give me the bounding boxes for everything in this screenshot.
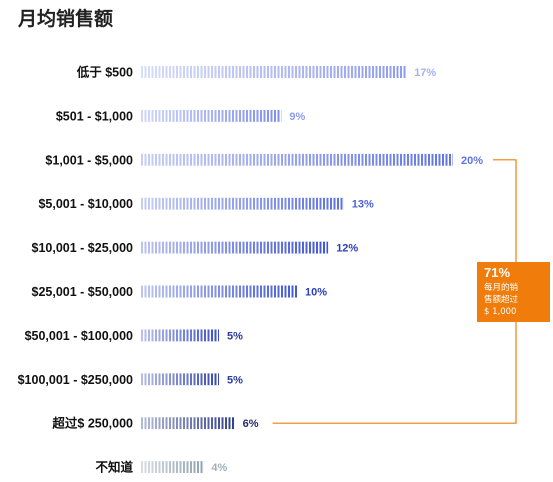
category-label: 低于 $500: [76, 65, 133, 80]
bar: [141, 417, 235, 430]
value-label: 5%: [227, 330, 243, 342]
bar: [141, 329, 219, 342]
category-label: $1,001 - $5,000: [45, 153, 133, 167]
value-label: 6%: [243, 418, 259, 430]
bar: [141, 285, 297, 298]
bar: [141, 373, 219, 386]
category-label: $100,001 - $250,000: [18, 373, 133, 387]
value-label: 5%: [227, 374, 243, 386]
annotation-text-line: 每月的销: [484, 282, 519, 293]
value-label: 20%: [461, 155, 483, 167]
value-label: 13%: [352, 199, 374, 211]
category-label: $501 - $1,000: [56, 109, 133, 123]
annotation-box: [477, 262, 550, 322]
bar: [141, 66, 407, 78]
bar: [141, 109, 282, 122]
category-label: 不知道: [95, 460, 133, 475]
annotation-text-line: 售额超过: [484, 294, 519, 305]
value-label: 12%: [336, 243, 358, 255]
bar: [141, 153, 453, 166]
value-label: 17%: [414, 67, 436, 79]
chart-title: 月均销售额: [17, 7, 113, 30]
bar: [141, 241, 329, 254]
annotation-value: 71%: [484, 265, 510, 280]
annotation-callout: 71% 每月的销 售额超过 $ 1,000: [272, 159, 550, 424]
category-label: 超过$ 250,000: [51, 416, 133, 431]
category-label: $10,001 - $25,000: [32, 241, 134, 255]
category-label: $5,001 - $10,000: [38, 197, 133, 211]
value-label: 4%: [211, 462, 227, 474]
category-label: $50,001 - $100,000: [25, 329, 133, 343]
category-label: $25,001 - $50,000: [32, 285, 134, 299]
bar: [141, 197, 344, 210]
bar: [141, 461, 204, 474]
value-label: 10%: [305, 287, 327, 299]
annotation-text-line: $ 1,000: [484, 307, 516, 317]
value-label: 9%: [289, 111, 305, 123]
